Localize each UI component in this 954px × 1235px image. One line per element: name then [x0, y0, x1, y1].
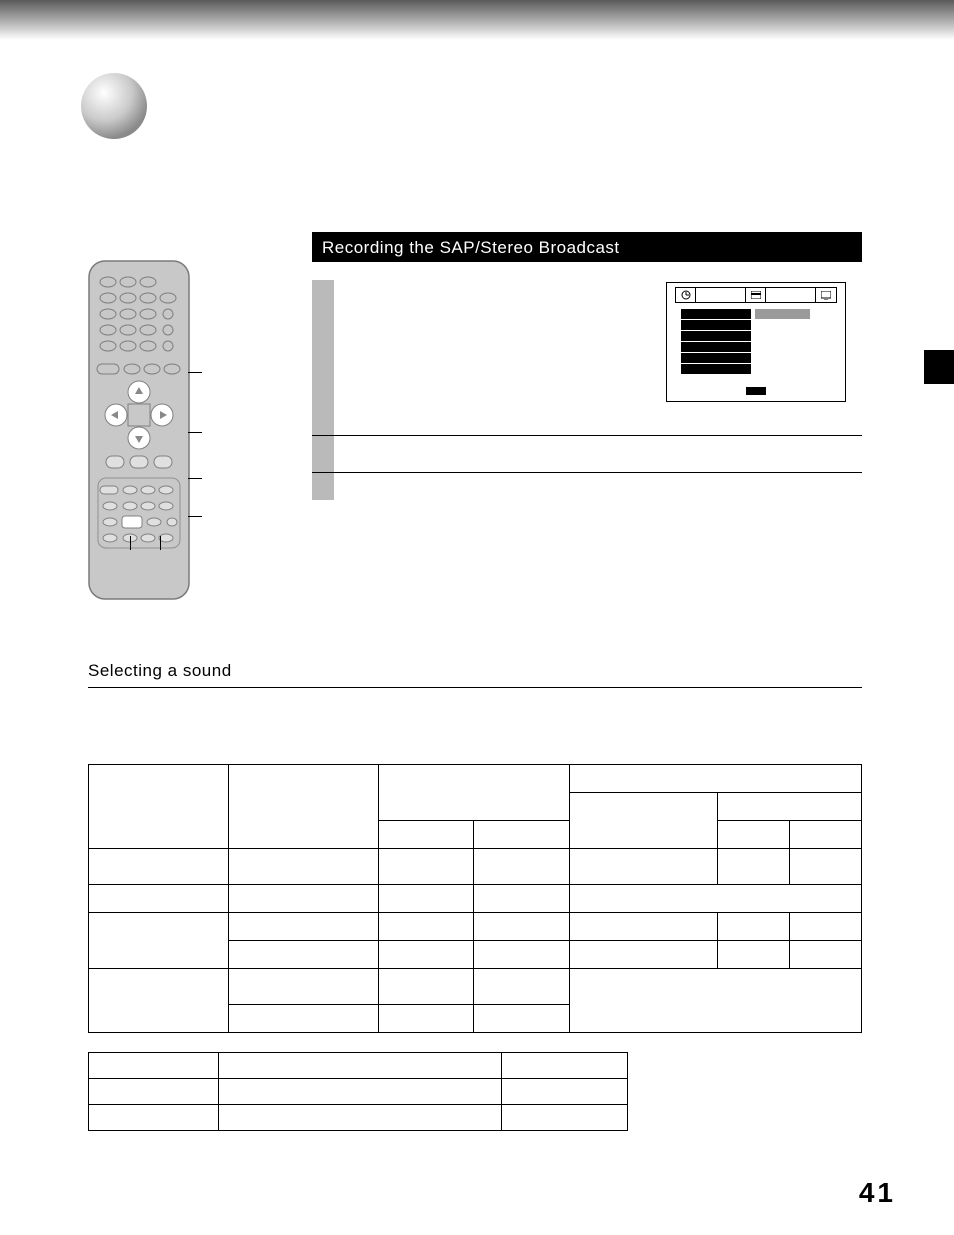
table-cell: [502, 1079, 628, 1105]
table-cell: [718, 941, 790, 969]
remote-callout-line: [130, 536, 131, 550]
table-cell: [378, 821, 474, 849]
table-cell: [570, 969, 862, 1033]
table-cell: [474, 941, 570, 969]
table-cell: [378, 941, 474, 969]
table-cell: [228, 885, 378, 913]
table-cell: [228, 849, 378, 885]
page-top-gradient: [0, 0, 954, 40]
tv-menu-tabbar: [675, 287, 837, 303]
table-cell: [218, 1079, 501, 1105]
table-cell: [502, 1053, 628, 1079]
table-cell: [228, 941, 378, 969]
table-row: [89, 885, 862, 913]
table-cell: [570, 793, 718, 849]
table-cell: [718, 821, 790, 849]
table-cell: [718, 913, 790, 941]
table-cell: [89, 849, 229, 885]
table-cell: [474, 969, 570, 1005]
table-cell: [378, 913, 474, 941]
page-edge-tab: [924, 350, 954, 384]
table-cell: [474, 913, 570, 941]
remote-control-illustration: [88, 260, 190, 600]
table-cell: [89, 885, 229, 913]
table-cell: [474, 849, 570, 885]
table-row: [89, 1079, 628, 1105]
table-row: [89, 765, 862, 793]
table-cell: [378, 849, 474, 885]
section-header-text: Recording the SAP/Stereo Broadcast: [322, 238, 620, 257]
secondary-table: [88, 1052, 628, 1131]
table-row: [89, 969, 862, 1005]
clock-icon: [676, 288, 696, 302]
step-sidebar: [312, 280, 334, 500]
subsection-rule: [88, 687, 862, 688]
table-cell: [790, 913, 862, 941]
tv-menu-row: [681, 364, 831, 374]
tv-menu-row: [681, 342, 831, 352]
tv-tab-spacer: [766, 288, 816, 302]
tv-menu-footer: [746, 387, 766, 395]
table-cell: [790, 941, 862, 969]
step-divider: [312, 472, 862, 473]
table-cell: [570, 849, 718, 885]
tv-menu-row: [681, 353, 831, 363]
tv-menu-row: [681, 309, 831, 319]
table-cell: [89, 969, 229, 1033]
table-cell: [228, 765, 378, 849]
step-divider: [312, 435, 862, 436]
table-cell: [790, 821, 862, 849]
table-cell: [378, 885, 474, 913]
display-icon: [816, 288, 836, 302]
table-cell: [718, 793, 862, 821]
table-cell: [378, 969, 474, 1005]
table-cell: [228, 913, 378, 941]
broadcast-sound-table: [88, 764, 862, 1033]
tv-menu-row: [681, 331, 831, 341]
table-cell: [474, 885, 570, 913]
table-cell: [570, 885, 862, 913]
table-cell: [89, 1079, 219, 1105]
remote-callout-line: [188, 478, 202, 479]
subsection-heading: Selecting a sound: [88, 661, 232, 681]
remote-callout-line: [160, 536, 161, 550]
table-cell: [378, 1005, 474, 1033]
table-cell: [474, 1005, 570, 1033]
tv-tab-spacer: [696, 288, 746, 302]
table-cell: [790, 849, 862, 885]
table-cell: [89, 1053, 219, 1079]
table-cell: [570, 941, 718, 969]
table-cell: [502, 1105, 628, 1131]
tv-menu-list: [681, 309, 831, 375]
table-cell: [89, 1105, 219, 1131]
table-cell: [570, 913, 718, 941]
table-cell: [89, 913, 229, 969]
page-number: 41: [859, 1177, 896, 1209]
card-icon: [746, 288, 766, 302]
table-cell: [228, 969, 378, 1005]
table-cell: [228, 1005, 378, 1033]
remote-callout-line: [188, 516, 202, 517]
table-cell: [218, 1105, 501, 1131]
table-cell: [570, 765, 862, 793]
remote-callout-line: [188, 432, 202, 433]
table-cell: [89, 765, 229, 849]
section-header-bar: Recording the SAP/Stereo Broadcast: [312, 232, 862, 262]
table-cell: [378, 765, 570, 821]
table-row: [89, 849, 862, 885]
table-cell: [218, 1053, 501, 1079]
table-cell: [718, 849, 790, 885]
table-row: [89, 1053, 628, 1079]
table-row: [89, 1105, 628, 1131]
table-row: [89, 913, 862, 941]
tv-menu-mockup: [666, 282, 846, 402]
sphere-decoration: [80, 72, 148, 140]
tv-menu-row: [681, 320, 831, 330]
remote-callout-line: [188, 372, 202, 373]
table-cell: [474, 821, 570, 849]
